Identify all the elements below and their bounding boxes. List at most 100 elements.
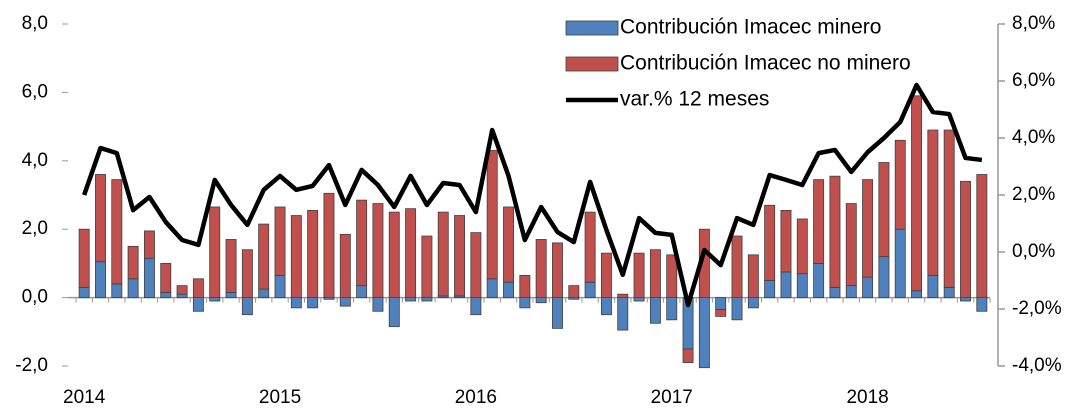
bar xyxy=(258,288,270,298)
bar xyxy=(845,203,857,287)
bar xyxy=(943,129,955,288)
bar xyxy=(78,228,90,288)
bar xyxy=(307,297,319,309)
bar xyxy=(111,179,123,285)
bar xyxy=(764,204,776,281)
bar xyxy=(927,274,939,298)
bar xyxy=(568,285,580,299)
x-tick-label: 2017 xyxy=(651,387,693,408)
bar xyxy=(307,209,319,298)
bar xyxy=(241,249,253,299)
bar xyxy=(780,271,792,299)
bar xyxy=(486,278,498,299)
bar xyxy=(960,180,971,299)
bar xyxy=(323,192,335,298)
bar xyxy=(519,297,531,309)
bar xyxy=(143,230,155,259)
y2-tick-label: -4,0% xyxy=(1012,355,1062,376)
bar xyxy=(356,199,368,287)
x-tick-label: 2016 xyxy=(455,387,497,408)
bar xyxy=(111,283,123,299)
bar xyxy=(225,239,237,293)
bar xyxy=(698,297,710,369)
bar xyxy=(421,297,433,302)
x-tick-label: 2015 xyxy=(259,387,301,408)
bar xyxy=(682,348,694,363)
bar xyxy=(339,233,351,299)
legend-swatch xyxy=(565,56,619,72)
y2-tick-label: 4,0% xyxy=(1012,127,1055,148)
bar xyxy=(911,290,923,299)
bar xyxy=(503,281,514,298)
bar xyxy=(813,179,825,264)
y-tick-label: 4,0 xyxy=(22,150,48,171)
bar xyxy=(535,297,547,304)
bar xyxy=(127,245,139,280)
bar xyxy=(241,297,253,316)
bar xyxy=(160,262,172,293)
bar xyxy=(388,211,400,299)
bar xyxy=(454,215,466,297)
bar xyxy=(976,174,988,298)
bar xyxy=(796,218,808,275)
bar xyxy=(209,206,221,298)
y2-tick-label: 6,0% xyxy=(1012,70,1055,91)
bar xyxy=(796,273,808,299)
bar xyxy=(95,174,106,263)
bar xyxy=(584,211,596,283)
bar xyxy=(813,262,825,298)
bar xyxy=(143,257,155,298)
bar xyxy=(862,179,874,278)
bar xyxy=(552,297,563,329)
bar xyxy=(862,276,874,298)
bar xyxy=(552,242,563,299)
bar xyxy=(764,280,776,299)
y-tick-label: -2,0 xyxy=(15,355,48,376)
bar xyxy=(927,129,939,276)
legend-label: Contribución Imacec minero xyxy=(620,16,881,39)
bar xyxy=(405,208,417,298)
bar xyxy=(731,297,743,321)
bar xyxy=(290,297,302,309)
bar xyxy=(715,297,727,310)
bar xyxy=(878,162,890,257)
bar xyxy=(372,203,384,299)
bar xyxy=(290,215,302,299)
bar xyxy=(274,274,286,298)
bar xyxy=(176,293,188,298)
x-tick-label: 2018 xyxy=(846,387,888,408)
bar xyxy=(633,252,645,298)
bar xyxy=(192,297,204,312)
bar xyxy=(976,297,988,312)
bar xyxy=(878,256,890,298)
bar xyxy=(95,261,106,299)
bar xyxy=(372,297,384,312)
bar xyxy=(600,297,612,316)
bar xyxy=(470,232,482,298)
legend-swatch xyxy=(565,20,619,36)
bar xyxy=(666,254,678,299)
bar xyxy=(209,297,221,302)
bar xyxy=(127,278,139,299)
bar xyxy=(747,297,759,309)
y2-tick-label: 8,0% xyxy=(1012,13,1055,34)
y-tick-label: 0,0 xyxy=(22,287,48,308)
bar xyxy=(747,254,759,299)
bar xyxy=(437,211,449,297)
bar xyxy=(911,95,923,292)
bar xyxy=(356,285,368,299)
legend-label: Contribución Imacec no minero xyxy=(620,52,911,75)
y-tick-label: 8,0 xyxy=(22,13,48,34)
bar xyxy=(633,297,645,302)
bar xyxy=(829,175,841,288)
bar xyxy=(845,285,857,299)
bar xyxy=(192,278,204,299)
bar xyxy=(715,309,727,317)
legend-label: var.% 12 meses xyxy=(620,88,769,111)
bar xyxy=(894,228,906,298)
bar xyxy=(160,292,172,299)
bar xyxy=(894,139,906,230)
bar xyxy=(731,235,743,298)
y2-tick-label: -2,0% xyxy=(1012,298,1062,319)
bar xyxy=(421,235,433,298)
